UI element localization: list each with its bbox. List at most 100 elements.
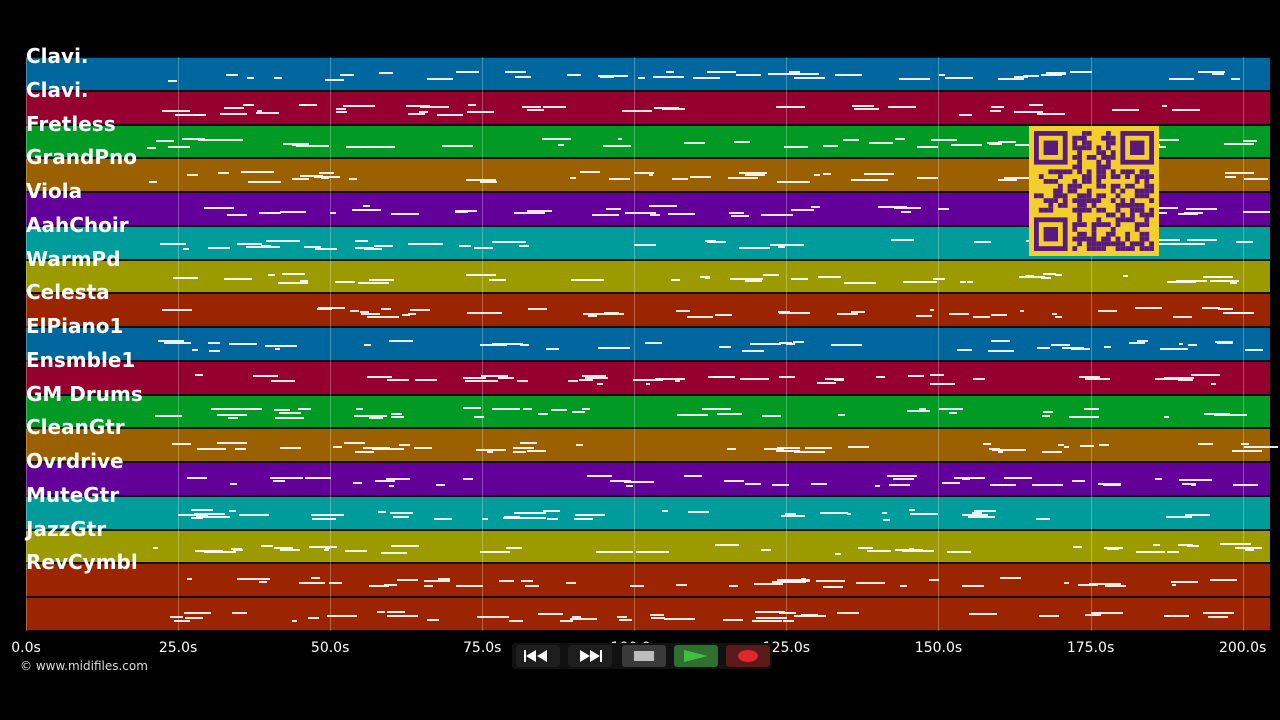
midi-note: [793, 77, 825, 80]
play-button[interactable]: [674, 645, 718, 667]
midi-note: [257, 110, 263, 113]
midi-note: [715, 313, 732, 316]
record-button[interactable]: [726, 645, 770, 667]
midi-note: [1004, 177, 1033, 180]
midi-note: [230, 482, 238, 485]
midi-note: [492, 407, 520, 410]
track-lane[interactable]: [26, 293, 1270, 328]
midi-note: [545, 348, 560, 351]
midi-note: [1171, 581, 1198, 584]
midi-note: [520, 441, 537, 444]
midi-note: [1242, 140, 1257, 143]
midi-note: [1178, 479, 1213, 482]
midi-note: [571, 616, 581, 619]
qr-code[interactable]: [1029, 126, 1159, 256]
midi-note: [949, 312, 969, 315]
track-lane[interactable]: [26, 394, 1270, 429]
midi-note: [915, 314, 932, 317]
midi-note: [434, 518, 452, 521]
midi-note: [776, 447, 801, 450]
midi-note: [1057, 443, 1064, 446]
midi-note: [419, 111, 428, 114]
track-lane[interactable]: [26, 495, 1270, 530]
track-lane[interactable]: [26, 90, 1270, 125]
midi-note: [781, 580, 810, 583]
midi-note: [724, 480, 745, 483]
midi-note: [1041, 414, 1050, 417]
midi-note: [1097, 309, 1118, 312]
track-label: ElPiano1: [26, 314, 124, 339]
midi-note: [584, 377, 609, 380]
midi-note: [777, 245, 785, 248]
midi-note: [886, 475, 917, 478]
midi-note: [399, 444, 410, 447]
track-lane[interactable]: [26, 529, 1270, 564]
midi-note: [316, 308, 332, 311]
track-label: Ovrdrive: [26, 449, 124, 474]
track-lane[interactable]: [26, 259, 1270, 294]
midi-note: [282, 272, 306, 275]
midi-note: [728, 211, 744, 214]
midi-note: [1214, 413, 1248, 416]
midi-note: [204, 551, 237, 554]
midi-note: [598, 347, 630, 350]
midi-note: [402, 313, 411, 316]
midi-note: [917, 177, 938, 180]
track-lane[interactable]: [26, 462, 1270, 496]
midi-note: [770, 244, 804, 247]
midi-note: [1207, 616, 1229, 619]
track-lane[interactable]: [26, 360, 1270, 395]
midi-note: [193, 512, 225, 515]
midi-note: [987, 349, 1014, 352]
midi-note: [843, 281, 876, 284]
midi-note: [751, 619, 782, 622]
midi-note: [259, 581, 268, 584]
midi-note: [1088, 583, 1121, 586]
midi-note: [938, 207, 949, 210]
midi-note: [791, 209, 814, 212]
midi-note: [761, 548, 772, 551]
midi-note: [454, 210, 468, 213]
stop-button[interactable]: [622, 645, 666, 667]
midi-note: [1050, 72, 1066, 75]
midi-note: [838, 413, 845, 416]
midi-note: [191, 508, 214, 511]
midi-note: [194, 549, 223, 552]
track-lane[interactable]: [26, 327, 1270, 361]
midi-note: [381, 552, 407, 555]
midi-note: [892, 477, 915, 480]
midi-note: [246, 246, 280, 249]
midi-note: [599, 76, 615, 79]
midi-note: [190, 516, 203, 519]
midi-note: [1032, 484, 1063, 487]
midi-note: [386, 614, 419, 617]
midi-note: [1039, 614, 1060, 617]
midi-note: [929, 578, 939, 581]
midi-note: [1080, 445, 1094, 448]
midi-note: [512, 450, 526, 453]
midi-note: [938, 73, 946, 76]
midi-note: [264, 345, 298, 348]
midi-note: [1163, 416, 1169, 419]
fast-forward-button[interactable]: [568, 645, 612, 667]
midi-note: [762, 274, 779, 277]
midi-note: [196, 448, 227, 451]
midi-note: [379, 71, 394, 74]
track-lane[interactable]: [26, 563, 1270, 598]
piano-roll[interactable]: [26, 57, 1278, 631]
track-lane[interactable]: [26, 597, 1270, 631]
midi-note: [410, 243, 443, 246]
midi-note: [570, 617, 598, 620]
midi-note: [1165, 614, 1190, 617]
rewind-button[interactable]: [516, 645, 560, 667]
track-lane[interactable]: [26, 428, 1278, 463]
midi-note: [674, 379, 681, 382]
midi-note: [226, 138, 243, 141]
track-lane[interactable]: [26, 57, 1270, 91]
midi-note: [881, 512, 888, 515]
midi-note: [932, 277, 946, 280]
midi-note: [744, 483, 762, 486]
midi-note: [842, 138, 859, 141]
midi-note: [466, 311, 483, 314]
midi-note: [223, 278, 229, 281]
